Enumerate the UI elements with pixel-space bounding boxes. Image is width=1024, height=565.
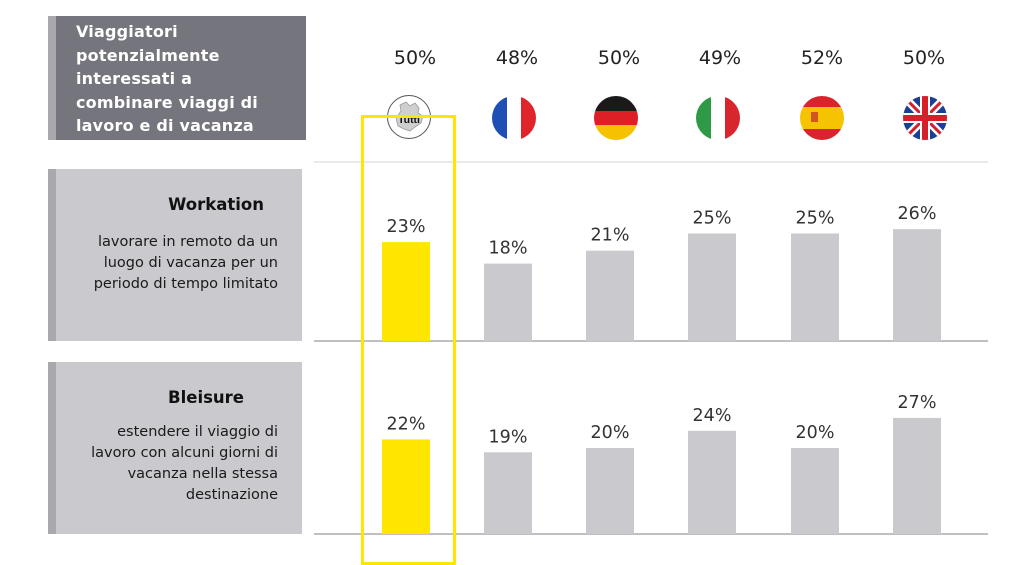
bar-label-workation-5: 26% bbox=[898, 204, 937, 224]
header-line: interessati a bbox=[76, 69, 193, 88]
overall-value-spain: 52% bbox=[800, 47, 844, 69]
header-line: combinare viaggi di bbox=[76, 92, 258, 112]
bar-bleisure-2 bbox=[586, 448, 634, 534]
bar-workation-4 bbox=[791, 233, 839, 341]
overall-value-germany: 50% bbox=[597, 47, 641, 69]
row-desc-line: destinazione bbox=[185, 487, 278, 503]
bar-label-bleisure-1: 19% bbox=[489, 427, 528, 447]
row-box-workation: Workation lavorare in remoto da un luogo… bbox=[48, 169, 302, 341]
bar-workation-5 bbox=[893, 229, 941, 341]
bar-label-bleisure-4: 20% bbox=[796, 423, 835, 443]
bar-label-bleisure-5: 27% bbox=[898, 393, 937, 413]
bar-workation-0 bbox=[382, 242, 430, 341]
bar-label-bleisure-3: 24% bbox=[693, 406, 732, 426]
chart-header-box: Viaggiatori potenzialmente interessati a… bbox=[48, 16, 306, 140]
bar-label-workation-0: 23% bbox=[387, 217, 426, 237]
header-line: lavoro e di vacanza bbox=[76, 116, 254, 135]
bar-label-workation-4: 25% bbox=[796, 209, 835, 229]
bar-bleisure-1 bbox=[484, 452, 532, 534]
row-desc-line: periodo di tempo limitato bbox=[93, 276, 278, 292]
row-title-bleisure: Bleisure bbox=[168, 388, 244, 407]
overall-value-uk: 50% bbox=[902, 47, 946, 69]
overall-value-italy: 49% bbox=[698, 47, 742, 69]
italy-flag-icon bbox=[696, 96, 740, 140]
row-desc-line: estendere il viaggio di bbox=[117, 424, 278, 440]
header-line: potenzialmente bbox=[76, 45, 220, 65]
row-title-workation: Workation bbox=[168, 195, 264, 214]
bar-label-bleisure-2: 20% bbox=[591, 423, 630, 443]
bar-bleisure-5 bbox=[893, 417, 941, 534]
bar-workation-2 bbox=[586, 250, 634, 341]
row-desc-line: vacanza nella stessa bbox=[127, 466, 278, 482]
bar-label-workation-2: 21% bbox=[591, 226, 630, 246]
row-desc-line: luogo di vacanza per un bbox=[103, 255, 278, 271]
bar-workation-3 bbox=[688, 233, 736, 341]
bar-label-bleisure-0: 22% bbox=[387, 414, 426, 434]
bar-chart-area: 23% 18% 21% 25% 25% 26% 22% 19% 20% 24% 20% 27% bbox=[314, 161, 988, 535]
overall-value-france: 48% bbox=[495, 47, 539, 69]
header-line: Viaggiatori bbox=[76, 22, 178, 41]
row-desc-line: lavoro con alcuni giorni di bbox=[91, 445, 278, 461]
bar-bleisure-3 bbox=[688, 430, 736, 534]
bar-bleisure-4 bbox=[791, 448, 839, 534]
bar-label-workation-3: 25% bbox=[693, 209, 732, 229]
bar-workation-1 bbox=[484, 263, 532, 341]
france-flag-icon bbox=[492, 96, 536, 140]
row-desc-line: lavorare in remoto da un bbox=[97, 234, 278, 250]
spain-flag-icon bbox=[800, 96, 844, 140]
overall-value-tutti: 50% bbox=[393, 47, 437, 69]
tutti-highlight-frame bbox=[361, 115, 456, 565]
bar-label-workation-1: 18% bbox=[489, 239, 528, 259]
germany-flag-icon bbox=[594, 96, 638, 140]
row-box-bleisure: Bleisure estendere il viaggio di lavoro … bbox=[48, 362, 302, 534]
bar-bleisure-0 bbox=[382, 439, 430, 534]
